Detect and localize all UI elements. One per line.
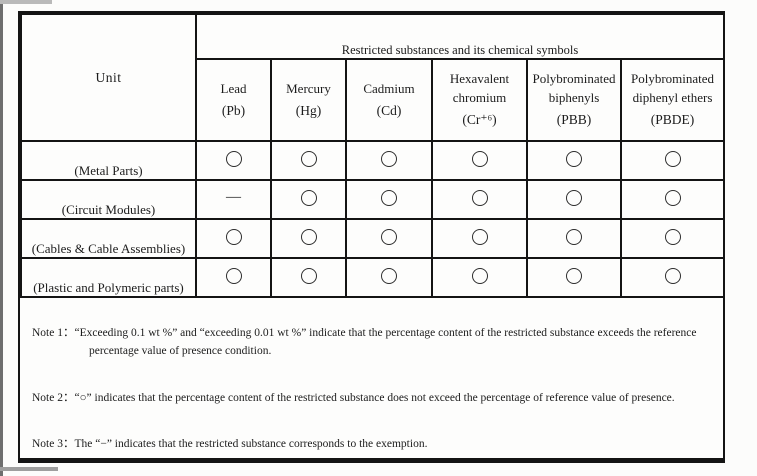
circle-mark	[225, 268, 242, 285]
substance-column-header: Polybrominated biphenyls (PBB)	[526, 58, 622, 142]
scan-edge-artifact-left	[0, 0, 3, 476]
circle-mark	[664, 151, 681, 168]
circle-mark	[300, 229, 317, 246]
substance-name: Polybrominated biphenyls	[532, 71, 616, 106]
mark-cell-circle	[195, 140, 272, 181]
mark-cell-circle	[431, 140, 528, 181]
circle-mark	[381, 151, 397, 168]
unit-row-label: (Cables & Cable Assemblies)	[20, 218, 197, 259]
substance-name: Cadmium	[363, 80, 415, 96]
unit-row-label: (Plastic and Polymeric parts)	[20, 257, 197, 298]
mark-cell-circle	[431, 179, 528, 220]
circle-mark	[471, 151, 488, 168]
mark-cell-circle	[195, 218, 272, 259]
mark-cell-circle	[431, 218, 528, 259]
scan-edge-artifact-top	[0, 0, 52, 4]
substance-symbol: (Cd)	[376, 102, 402, 118]
mark-cell-circle	[270, 218, 347, 259]
note-3: Note 3：The “−” indicates that the restri…	[32, 438, 428, 451]
mark-cell-circle	[195, 257, 272, 298]
table-row: (Metal Parts)	[20, 140, 726, 181]
mark-cell-circle	[431, 257, 528, 298]
substance-column-header: Hexavalent chromium (Cr⁺⁶)	[431, 58, 528, 142]
unit-row-label: (Circuit Modules)	[20, 179, 197, 220]
circle-mark	[225, 151, 242, 168]
unit-row-label: (Metal Parts)	[20, 140, 197, 181]
mark-cell-circle	[345, 179, 433, 220]
substance-name: Polybrominated diphenyl ethers	[630, 71, 715, 106]
circle-mark	[471, 190, 488, 207]
mark-cell-circle	[619, 179, 726, 220]
note-2: Note 2：“○” indicates that the percentage…	[32, 391, 675, 404]
substance-column-header: Mercury (Hg)	[270, 58, 347, 142]
substance-header-row: Lead (Pb) Mercury (Hg) Cadmium (Cd) Hexavalent…	[21, 58, 726, 142]
mark-cell-circle	[345, 140, 433, 181]
substance-symbol: (Pb)	[221, 102, 246, 118]
mark-cell-circle	[619, 140, 726, 181]
scan-edge-artifact-bottom	[0, 467, 58, 471]
mark-cell-circle	[270, 257, 347, 298]
substance-column-header: Cadmium (Cd)	[345, 58, 433, 142]
substance-name: Mercury	[286, 80, 331, 96]
substance-column-header: Polybrominated diphenyl ethers (PBDE)	[619, 58, 726, 142]
restricted-substances-group-header: Restricted substances and its chemical s…	[194, 13, 726, 60]
circle-mark	[664, 190, 681, 207]
substance-symbol: (Cr⁺⁶)	[462, 112, 497, 128]
substance-name: Lead	[220, 80, 247, 96]
substance-symbol: (Hg)	[295, 102, 322, 118]
mark-cell-circle	[345, 218, 433, 259]
circle-mark	[664, 229, 681, 246]
circle-mark	[664, 268, 681, 285]
group-header-row: Unit Restricted substances and its chemi…	[20, 13, 726, 142]
mark-cell-circle	[526, 218, 622, 259]
table-row: (Plastic and Polymeric parts)	[20, 257, 726, 298]
table-row: (Circuit Modules) —	[20, 179, 726, 220]
mark-cell-circle	[345, 257, 433, 298]
mark-cell-circle	[619, 218, 726, 259]
circle-mark	[566, 229, 582, 246]
document-frame: Unit Restricted substances and its chemi…	[18, 11, 726, 463]
mark-cell-circle	[526, 140, 622, 181]
mark-cell-circle	[619, 257, 726, 298]
mark-cell-circle	[270, 179, 347, 220]
circle-mark	[566, 268, 582, 285]
circle-mark	[300, 190, 317, 207]
circle-mark	[566, 151, 582, 168]
circle-mark	[381, 190, 397, 207]
substance-name: Hexavalent chromium	[449, 71, 510, 106]
unit-column-header: Unit	[20, 13, 197, 142]
mark-cell-circle	[270, 140, 347, 181]
dash-mark: —	[226, 189, 241, 206]
circle-mark	[566, 190, 582, 207]
table-row: (Cables & Cable Assemblies)	[20, 218, 726, 259]
mark-cell-dash: —	[195, 179, 272, 220]
substance-symbol: (PBDE)	[650, 112, 695, 128]
circle-mark	[471, 268, 488, 285]
circle-mark	[381, 268, 397, 285]
mark-cell-circle	[526, 179, 622, 220]
notes-section: Note 1：“Exceeding 0.1 wt %” and “exceedi…	[20, 298, 723, 454]
circle-mark	[300, 268, 317, 285]
rohs-declaration-table: Unit Restricted substances and its chemi…	[20, 13, 726, 298]
note-1: Note 1：“Exceeding 0.1 wt %” and “exceedi…	[32, 327, 697, 357]
circle-mark	[225, 229, 242, 246]
mark-cell-circle	[526, 257, 622, 298]
circle-mark	[471, 229, 488, 246]
substance-symbol: (PBB)	[556, 112, 592, 128]
circle-mark	[381, 229, 397, 246]
substance-column-header: Lead (Pb)	[195, 58, 272, 142]
circle-mark	[300, 151, 317, 168]
